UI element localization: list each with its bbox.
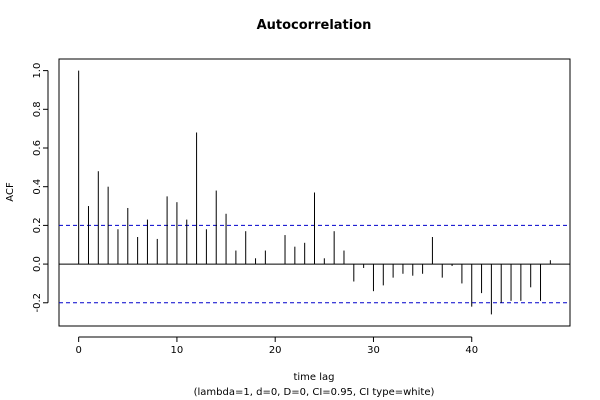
x-axis: 0 10 20 30 40 bbox=[75, 336, 478, 356]
x-tick-label: 10 bbox=[171, 345, 184, 356]
y-tick-label: 1.0 bbox=[32, 63, 43, 79]
y-axis-label: ACF bbox=[5, 182, 16, 202]
y-tick-label: -0.2 bbox=[32, 293, 43, 313]
x-axis-label: time lag bbox=[293, 372, 334, 383]
y-tick-label: 0.4 bbox=[32, 179, 43, 195]
chart-subtitle: (lambda=1, d=0, D=0, CI=0.95, CI type=wh… bbox=[194, 387, 435, 398]
plot-frame bbox=[58, 58, 571, 327]
y-tick-label: 0.0 bbox=[32, 256, 43, 272]
y-axis: -0.2 0.0 0.2 0.4 0.6 0.8 1.0 bbox=[32, 63, 49, 313]
x-tick-label: 20 bbox=[269, 345, 282, 356]
x-tick-label: 0 bbox=[75, 345, 81, 356]
chart-title: Autocorrelation bbox=[257, 18, 372, 33]
y-tick-label: 0.6 bbox=[32, 140, 43, 156]
x-tick-label: 30 bbox=[367, 345, 380, 356]
x-tick-label: 40 bbox=[465, 345, 478, 356]
acf-bars bbox=[78, 70, 551, 315]
y-tick-label: 0.8 bbox=[32, 101, 43, 117]
y-tick-label: 0.2 bbox=[32, 217, 43, 233]
